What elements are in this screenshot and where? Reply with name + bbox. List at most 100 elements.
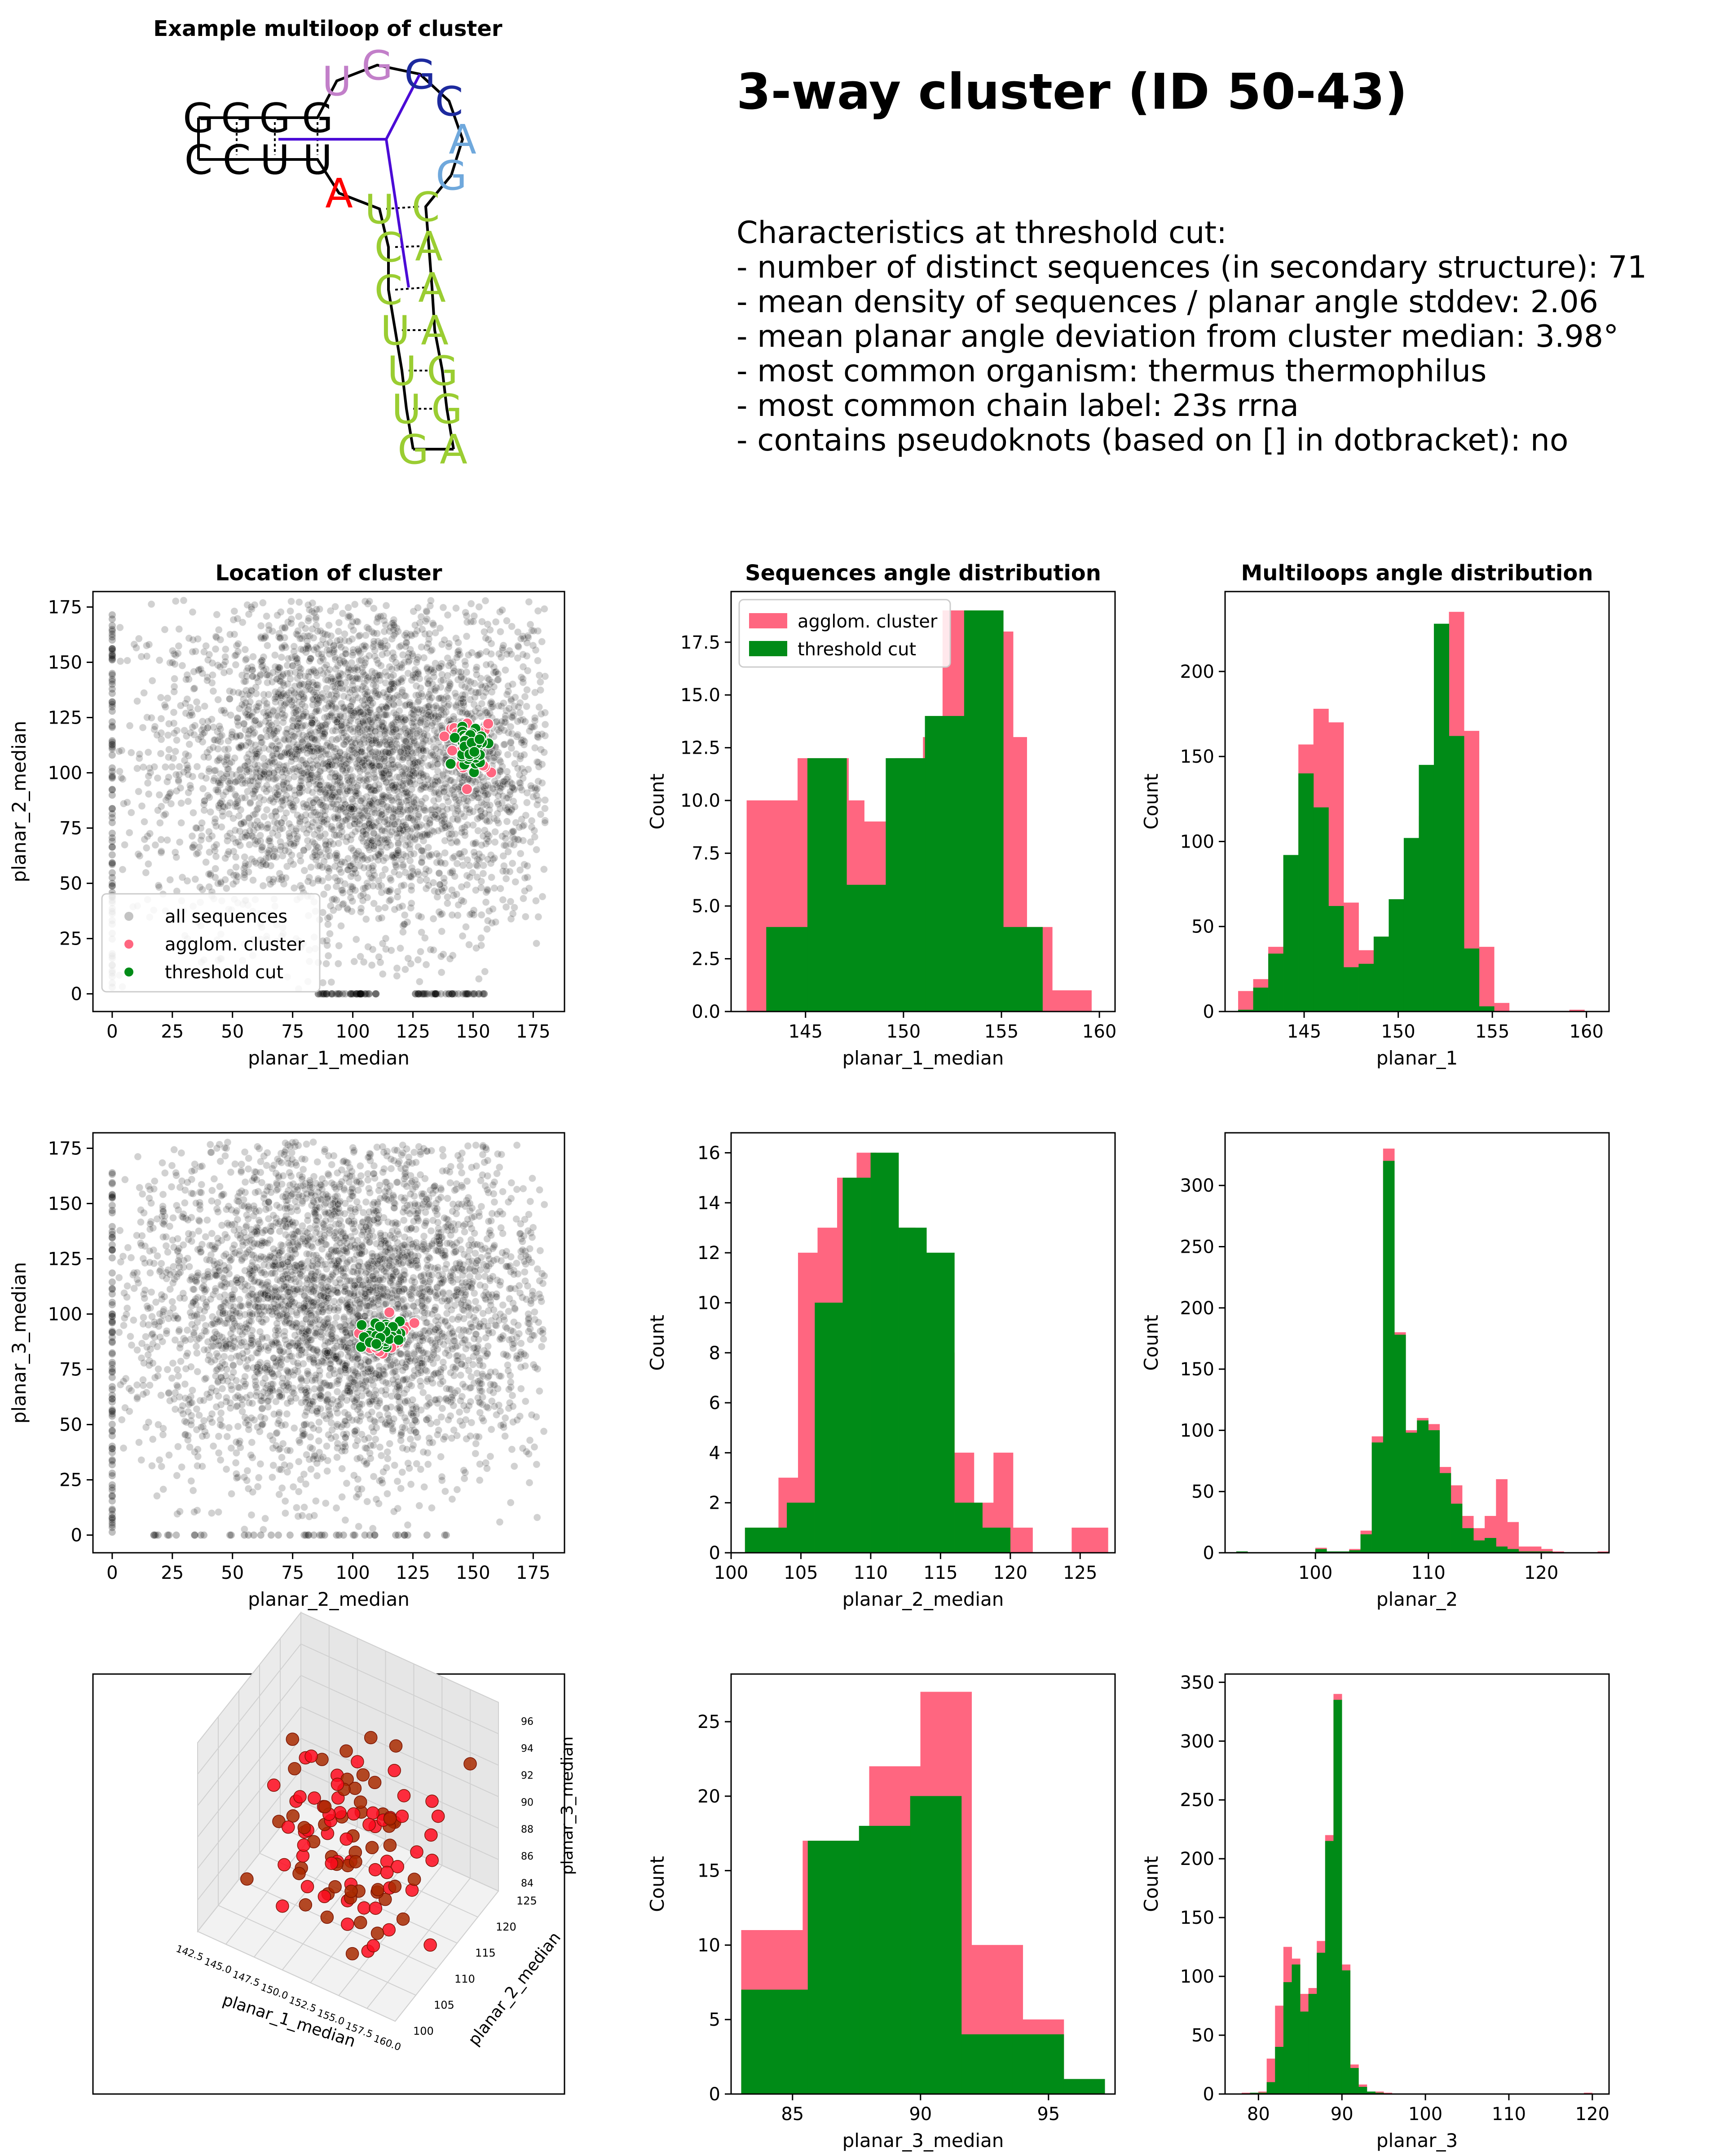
data-point — [278, 653, 286, 661]
data-point — [273, 795, 281, 803]
data-point — [438, 887, 446, 895]
data-point — [144, 779, 152, 787]
data-point — [139, 724, 147, 732]
data-point — [269, 875, 278, 884]
data-point — [340, 804, 348, 812]
data-point — [446, 955, 454, 963]
data-point — [290, 803, 298, 811]
data-point — [369, 862, 377, 870]
data-point — [446, 745, 458, 757]
data-point — [406, 805, 414, 813]
data-point — [478, 786, 486, 795]
data-point — [334, 806, 342, 814]
data-point — [459, 932, 467, 940]
data-point — [180, 596, 188, 605]
data-point — [367, 724, 375, 732]
data-point — [323, 739, 331, 747]
data-point — [525, 727, 534, 735]
data-point — [348, 897, 357, 905]
data-point — [314, 627, 322, 635]
data-point — [301, 624, 309, 632]
data-point — [139, 763, 147, 771]
data-point — [349, 707, 357, 716]
data-point — [509, 827, 517, 835]
data-point — [384, 700, 392, 708]
data-point — [202, 642, 210, 650]
data-point — [144, 748, 152, 756]
data-point — [205, 848, 213, 856]
data-point — [325, 691, 333, 699]
data-point — [419, 770, 427, 778]
data-point — [537, 710, 545, 718]
data-point — [356, 862, 364, 870]
data-point — [535, 672, 543, 680]
data-point — [484, 917, 492, 925]
data-point — [432, 788, 440, 796]
data-point — [454, 639, 462, 647]
data-point — [541, 804, 549, 813]
data-point — [212, 645, 220, 653]
data-point — [257, 634, 265, 642]
y-tick-label: 75 — [59, 818, 82, 839]
data-point — [376, 641, 384, 649]
data-point — [155, 791, 163, 799]
data-point — [287, 686, 295, 694]
data-point — [108, 626, 116, 633]
data-point — [334, 959, 342, 968]
data-point — [355, 646, 363, 654]
data-point — [359, 719, 367, 727]
data-point — [269, 798, 278, 806]
data-point — [436, 694, 444, 702]
data-point — [292, 654, 300, 663]
data-point — [402, 729, 410, 737]
data-point — [507, 744, 516, 752]
data-point — [361, 884, 369, 892]
data-point — [383, 649, 391, 657]
data-point — [454, 650, 462, 658]
data-point — [331, 761, 339, 769]
data-point — [283, 862, 291, 870]
data-point — [351, 691, 359, 699]
data-point — [350, 958, 358, 966]
data-point — [382, 778, 390, 786]
data-point — [241, 1148, 249, 1156]
data-point — [173, 726, 181, 734]
data-point — [137, 653, 146, 661]
x-tick-label: 160 — [1570, 1021, 1604, 1042]
data-point — [249, 708, 257, 716]
data-point — [330, 753, 338, 761]
data-point — [371, 722, 379, 730]
data-point — [390, 632, 398, 640]
data-point — [321, 714, 329, 722]
data-point — [260, 634, 268, 642]
histogram-bar — [766, 927, 808, 1012]
data-point — [445, 678, 453, 686]
data-point — [273, 763, 282, 771]
data-point — [472, 778, 480, 786]
data-point — [404, 653, 412, 661]
data-point — [212, 786, 220, 794]
data-point — [438, 730, 450, 742]
characteristics-line: - most common organism: thermus thermoph… — [736, 353, 1487, 389]
data-point — [358, 759, 366, 767]
data-point — [357, 708, 365, 716]
y-tick-label: 10.0 — [680, 791, 720, 811]
data-point — [168, 658, 176, 667]
data-point — [505, 808, 513, 816]
data-point — [349, 860, 357, 868]
histogram-bar — [1003, 927, 1043, 1012]
nucleotide: C — [412, 184, 440, 231]
data-point — [463, 710, 472, 718]
data-point — [231, 791, 239, 799]
data-point — [182, 676, 190, 684]
data-point — [275, 782, 283, 790]
data-point — [407, 886, 415, 894]
data-point — [424, 680, 432, 688]
data-point — [305, 614, 313, 622]
data-point — [535, 703, 543, 711]
x-tick-label: 150 — [1381, 1021, 1415, 1042]
data-point — [516, 699, 524, 707]
data-point — [523, 639, 531, 647]
data-point — [231, 1160, 239, 1168]
data-point — [465, 941, 473, 949]
